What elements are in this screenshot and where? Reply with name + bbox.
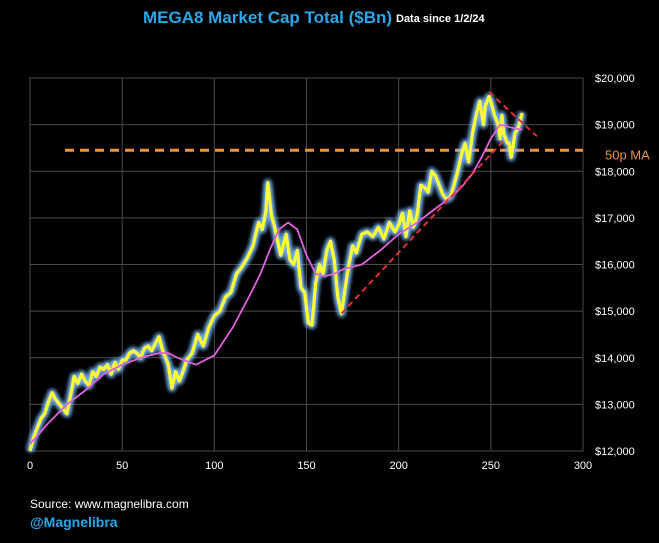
series-lines — [27, 91, 583, 452]
source-text: Source: www.magnelibra.com — [30, 497, 189, 511]
x-tick-label: 200 — [389, 460, 407, 472]
handle-text: @Magnelibra — [30, 514, 118, 530]
title-row: MEGA8 Market Cap Total ($Bn) Data since … — [0, 8, 659, 34]
y-axis-ticks: $12,000 $13,000 $14,000 $15,000 $16,000 $17,0… — [595, 73, 635, 458]
y-tick-label: $15,000 — [595, 306, 635, 318]
x-tick-label: 100 — [205, 460, 223, 472]
series-uptrend-line — [340, 137, 507, 315]
x-tick-label: 150 — [297, 460, 315, 472]
series-mega8-market-cap-line — [28, 95, 524, 452]
series-50p-ma-line — [29, 123, 523, 445]
y-tick-label: $20,000 — [595, 73, 635, 85]
y-tick-label: $18,000 — [595, 166, 635, 178]
ma-annotation-label: 50p MA — [605, 147, 650, 162]
chart-title: MEGA8 Market Cap Total ($Bn) — [143, 8, 393, 27]
y-tick-label: $12,000 — [595, 446, 635, 458]
annotations: 50p MA — [605, 147, 650, 162]
y-tick-label: $17,000 — [595, 213, 635, 225]
x-tick-label: 50 — [116, 460, 128, 472]
x-tick-label: 300 — [574, 460, 592, 472]
x-axis-ticks: 0 50 100 150 200 250 300 — [27, 460, 592, 472]
series-downtrend-line — [488, 91, 538, 138]
y-tick-label: $14,000 — [595, 353, 635, 365]
chart-subtitle: Data since 1/2/24 — [396, 13, 485, 25]
x-tick-label: 0 — [27, 460, 33, 472]
y-tick-label: $13,000 — [595, 399, 635, 411]
y-tick-label: $19,000 — [595, 120, 635, 132]
y-tick-label: $16,000 — [595, 260, 635, 272]
x-tick-label: 250 — [482, 460, 500, 472]
